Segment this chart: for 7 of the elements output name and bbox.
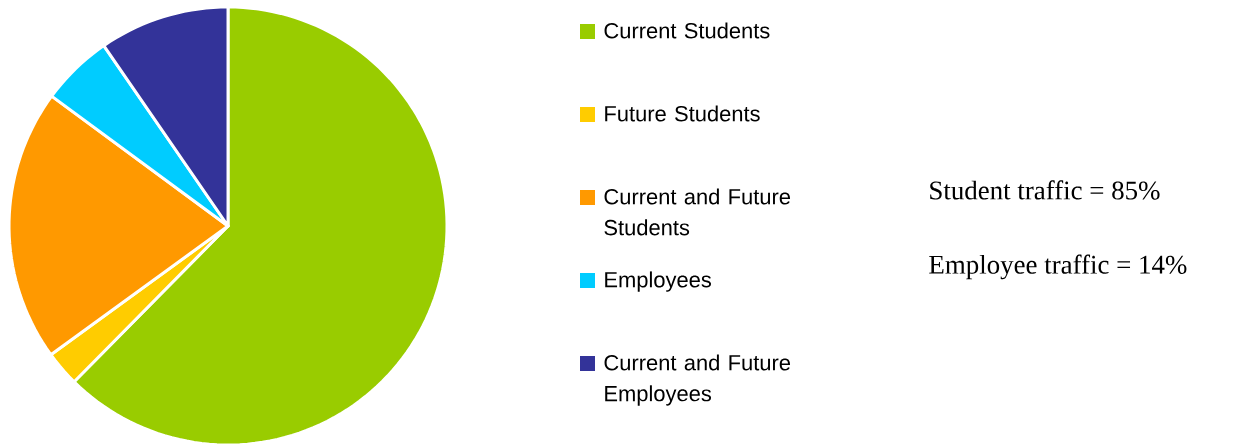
legend-label: Future Students xyxy=(605,105,760,122)
text: Employee traffic = 14% xyxy=(929,254,1187,280)
legend-label: Current Students xyxy=(604,22,770,39)
text: Student traffic = 85% xyxy=(930,180,1160,200)
legend-label: Employees xyxy=(605,271,712,292)
legend-label: Current and Future Employees xyxy=(604,354,791,406)
legend-label: Current and Future Students xyxy=(604,188,791,236)
